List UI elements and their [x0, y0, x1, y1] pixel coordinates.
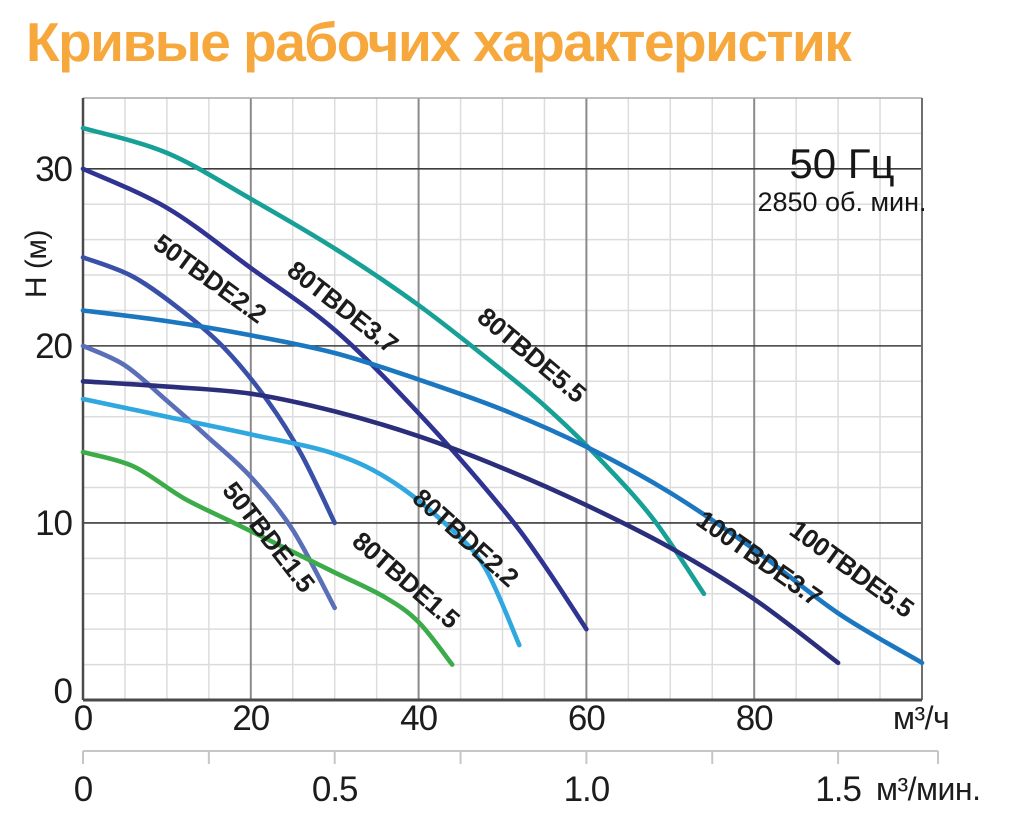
curve-100TBDE5.5: [80, 308, 925, 666]
x-hours-unit-label: м³/ч: [893, 700, 949, 736]
rpm-value: 2850 об. мин.: [757, 187, 927, 217]
axes-layer: 0 10 20 30 H (м) 0 20 40 60 80 м³/ч 0 0.5 1.0 1.5 м³/ми…: [20, 150, 981, 809]
x-minutes-unit-label: м³/мин.: [876, 771, 980, 807]
y-tick-20: 20: [35, 327, 72, 366]
y-axis-title: H (м): [20, 230, 53, 298]
grid-layer: [83, 98, 922, 700]
x-hours-tick-20: 20: [232, 699, 269, 738]
x-minutes-tick-1.5: 1.5: [815, 770, 861, 809]
frequency-annotation: 50 Гц 2850 об. мин.: [733, 140, 951, 217]
x-hours-tick-40: 40: [400, 699, 437, 738]
x-minutes-tick-0: 0: [74, 770, 93, 809]
frequency-value: 50 Гц: [789, 140, 895, 187]
x-hours-tick-60: 60: [568, 699, 605, 738]
labels-layer: 80TBDE5.580TBDE3.750TBDE2.2100TBDE5.550T…: [148, 228, 919, 635]
y-tick-10: 10: [35, 504, 72, 543]
curve-80TBDE1.5: [80, 449, 455, 667]
curve-80TBDE2.2: [80, 396, 522, 648]
curve-50TBDE1.5: [80, 343, 337, 611]
curve-label-80TBDE1.5: 80TBDE1.5: [347, 525, 466, 634]
curves-layer: [80, 125, 925, 667]
curve-100TBDE3.7: [80, 379, 841, 666]
x-hours-tick-0: 0: [74, 699, 93, 738]
y-tick-0: 0: [54, 672, 73, 711]
curve-50TBDE2.2: [80, 255, 337, 526]
page-title: Кривые рабочих характеристик: [26, 11, 852, 73]
curve-80TBDE5.5: [80, 125, 707, 597]
x-minutes-tick-1.0: 1.0: [564, 770, 610, 809]
y-tick-30: 30: [35, 150, 72, 189]
x-hours-tick-80: 80: [736, 699, 773, 738]
x-minutes-tick-0.5: 0.5: [312, 770, 358, 809]
